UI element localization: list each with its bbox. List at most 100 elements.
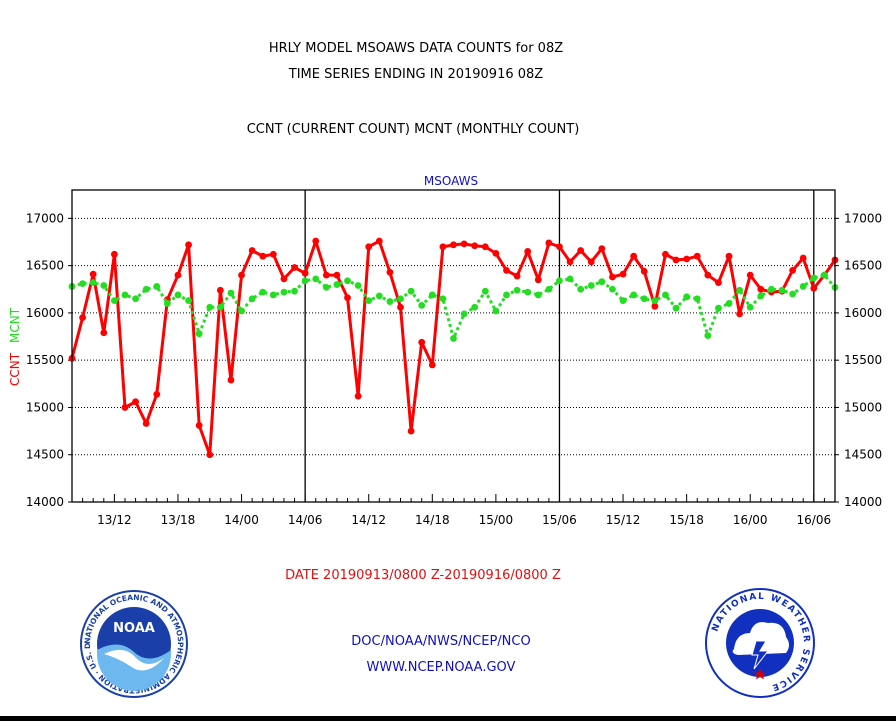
- point-ccnt-60: [704, 271, 712, 279]
- point-mcnt-53: [630, 291, 638, 299]
- point-ccnt-57: [672, 256, 680, 264]
- point-ccnt-48: [577, 247, 585, 254]
- point-mcnt-13: [206, 303, 214, 311]
- point-ccnt-37: [460, 240, 468, 248]
- point-ccnt-56: [662, 250, 669, 258]
- point-mcnt-69: [799, 283, 807, 290]
- point-mcnt-44: [534, 291, 542, 299]
- point-mcnt-9: [163, 300, 171, 307]
- point-mcnt-60: [704, 332, 712, 339]
- y-tick-right-3: 15500: [844, 353, 882, 367]
- point-mcnt-28: [365, 297, 373, 305]
- point-mcnt-45: [545, 285, 553, 293]
- point-mcnt-32: [407, 287, 415, 295]
- point-mcnt-18: [259, 288, 267, 296]
- point-mcnt-46: [556, 277, 563, 285]
- point-ccnt-45: [545, 239, 553, 247]
- x-tick-label-8: 15/12: [606, 513, 641, 527]
- point-mcnt-17: [248, 295, 256, 303]
- point-mcnt-40: [492, 307, 500, 315]
- point-ccnt-46: [556, 243, 563, 251]
- point-ccnt-44: [534, 276, 542, 284]
- point-ccnt-5: [121, 404, 129, 411]
- point-mcnt-43: [524, 288, 532, 296]
- nws-logo: NATIONAL WEATHER SERVICE: [705, 588, 815, 698]
- point-ccnt-2: [89, 270, 97, 278]
- point-mcnt-67: [778, 286, 786, 294]
- point-ccnt-40: [492, 249, 500, 257]
- point-mcnt-48: [577, 285, 585, 293]
- point-ccnt-22: [301, 269, 309, 277]
- point-ccnt-51: [609, 273, 616, 281]
- point-ccnt-3: [100, 329, 108, 337]
- point-ccnt-62: [725, 252, 733, 260]
- point-mcnt-15: [227, 289, 235, 297]
- point-ccnt-27: [354, 392, 362, 400]
- point-ccnt-59: [693, 252, 701, 260]
- point-ccnt-65: [757, 285, 765, 293]
- y-tick-left-0: 14000: [26, 495, 64, 509]
- point-ccnt-34: [428, 361, 436, 369]
- point-ccnt-6: [132, 398, 139, 406]
- point-mcnt-57: [672, 304, 680, 312]
- point-ccnt-68: [789, 266, 797, 274]
- point-ccnt-41: [503, 266, 510, 274]
- point-mcnt-19: [269, 291, 277, 299]
- point-mcnt-2: [89, 279, 97, 287]
- point-mcnt-21: [291, 287, 298, 295]
- point-ccnt-36: [450, 241, 457, 249]
- point-ccnt-63: [736, 310, 744, 318]
- point-mcnt-51: [609, 285, 616, 293]
- point-mcnt-10: [174, 291, 182, 299]
- point-mcnt-38: [471, 303, 479, 311]
- y-tick-left-6: 17000: [26, 211, 64, 225]
- point-ccnt-15: [227, 376, 235, 384]
- x-tick-label-10: 16/00: [733, 513, 768, 527]
- y-tick-left-5: 16500: [26, 259, 64, 273]
- x-tick-label-7: 15/06: [542, 513, 577, 527]
- point-ccnt-14: [216, 286, 224, 294]
- x-tick-label-4: 14/12: [351, 513, 386, 527]
- point-ccnt-43: [524, 248, 532, 255]
- title-line-1: HRLY MODEL MSOAWS DATA COUNTS for 08Z: [269, 41, 563, 56]
- point-ccnt-24: [322, 271, 330, 279]
- point-ccnt-18: [259, 252, 267, 260]
- point-mcnt-24: [322, 283, 330, 291]
- point-mcnt-49: [587, 282, 595, 289]
- point-ccnt-23: [312, 237, 320, 245]
- point-ccnt-28: [365, 243, 373, 251]
- point-ccnt-35: [439, 243, 447, 251]
- chart-title: MSOAWS: [424, 174, 478, 188]
- x-tick-label-3: 14/06: [288, 513, 323, 527]
- point-ccnt-10: [174, 271, 182, 279]
- y-tick-right-4: 16000: [844, 306, 882, 320]
- point-mcnt-27: [354, 282, 362, 289]
- point-ccnt-47: [566, 258, 574, 266]
- point-ccnt-26: [344, 294, 351, 302]
- point-ccnt-54: [640, 267, 648, 275]
- y-tick-left-1: 14500: [26, 448, 64, 462]
- point-mcnt-33: [418, 301, 426, 309]
- footer-org: DOC/NOAA/NWS/NCEP/NCO: [351, 634, 530, 649]
- footer-url[interactable]: WWW.NCEP.NOAA.GOV: [367, 660, 516, 675]
- point-ccnt-38: [471, 242, 479, 250]
- y-tick-right-0: 14000: [844, 495, 882, 509]
- point-mcnt-52: [619, 297, 627, 305]
- point-mcnt-63: [736, 286, 744, 294]
- point-mcnt-23: [312, 275, 320, 283]
- point-ccnt-31: [397, 303, 404, 311]
- y-tick-right-1: 14500: [844, 448, 882, 462]
- x-tick-label-6: 15/00: [479, 513, 514, 527]
- point-ccnt-55: [651, 302, 659, 310]
- point-mcnt-58: [683, 293, 691, 301]
- point-ccnt-16: [238, 271, 245, 279]
- y-tick-right-6: 17000: [844, 211, 882, 225]
- point-ccnt-42: [513, 272, 521, 280]
- point-mcnt-1: [79, 280, 86, 287]
- point-mcnt-54: [640, 295, 648, 303]
- point-ccnt-17: [248, 247, 256, 254]
- point-ccnt-19: [269, 250, 277, 258]
- point-ccnt-33: [418, 338, 426, 346]
- point-mcnt-11: [185, 297, 192, 305]
